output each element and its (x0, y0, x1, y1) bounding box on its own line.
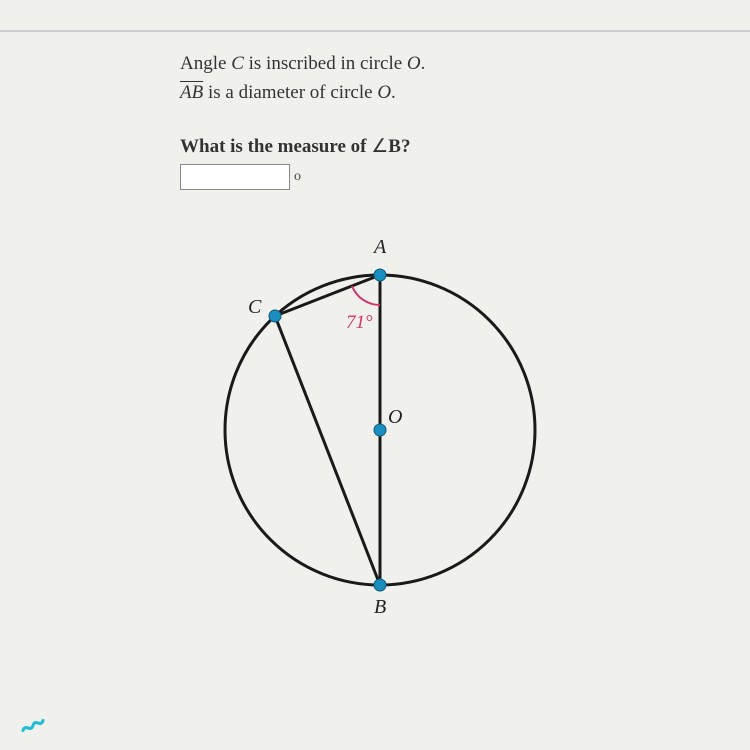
text: is a diameter of circle (203, 82, 377, 103)
label-O: O (388, 406, 402, 429)
angle-label: 71° (346, 312, 373, 333)
problem-statement: Angle C is inscribed in circle O. AB is … (180, 50, 570, 107)
answer-input[interactable] (180, 164, 290, 190)
label-C: C (248, 296, 261, 319)
divider (0, 30, 750, 32)
label-A: A (374, 236, 386, 259)
diagram: 71° A C O B (180, 210, 580, 630)
segment-AB: AB (180, 82, 203, 103)
text: Angle (180, 53, 231, 74)
point-C (269, 310, 281, 322)
text: . (391, 82, 396, 103)
answer-row: o (180, 164, 570, 190)
var-B: B (388, 136, 401, 157)
text: . (421, 53, 426, 74)
text: is inscribed in circle (244, 53, 407, 74)
point-O (374, 424, 386, 436)
angle-marker (352, 286, 380, 305)
var-O: O (407, 53, 421, 74)
degree-symbol: o (294, 169, 301, 185)
circle-diagram-svg: 71° (180, 210, 580, 630)
point-B (374, 579, 386, 591)
chord-line (275, 275, 380, 316)
content-area: Angle C is inscribed in circle O. AB is … (0, 0, 750, 630)
point-A (374, 269, 386, 281)
var-O2: O (377, 82, 391, 103)
text: What is the measure of (180, 136, 371, 157)
chord-line (275, 316, 380, 585)
scratchpad-icon[interactable] (18, 708, 48, 738)
text: ? (401, 136, 411, 157)
label-B: B (374, 596, 386, 619)
var-C: C (231, 53, 244, 74)
question-text: What is the measure of ∠B? (180, 135, 570, 158)
